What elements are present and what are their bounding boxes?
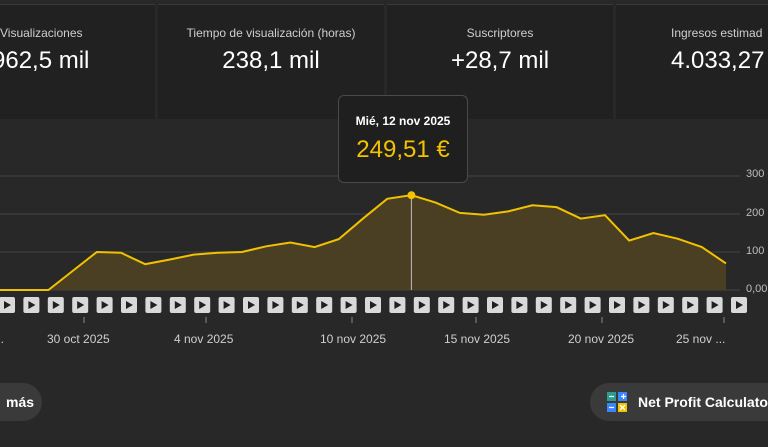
play-icon (248, 301, 255, 309)
video-marker[interactable] (511, 297, 528, 313)
y-tick-label: 0,00 (746, 283, 768, 295)
y-tick-label: 100 (746, 245, 765, 257)
play-icon (321, 301, 329, 309)
play-icon (565, 301, 573, 309)
video-marker[interactable] (218, 297, 235, 313)
video-marker[interactable] (560, 297, 577, 313)
tooltip-date: Mié, 12 nov 2025 (355, 114, 451, 128)
play-icon (638, 301, 646, 309)
x-tick-label: 15 nov 2025 (444, 332, 511, 346)
video-marker[interactable] (121, 297, 137, 313)
play-icon (296, 301, 304, 309)
video-marker[interactable] (0, 297, 15, 313)
play-icon (394, 301, 402, 309)
metric-card-watch-time[interactable]: Tiempo de visualización (horas) 238,1 mi… (158, 4, 384, 119)
x-tick-label: 25 nov ... (676, 332, 726, 346)
calculator-logo-icon (607, 392, 627, 412)
x-tick-label: 30 oct 2025 (47, 332, 110, 346)
video-marker[interactable] (23, 297, 40, 313)
metric-label: Suscriptores (466, 26, 534, 40)
play-icon (126, 301, 133, 309)
play-icon (418, 301, 426, 309)
x-tick-label: 10 nov 2025 (320, 332, 387, 346)
chart-tooltip: Mié, 12 nov 2025 249,51 € (338, 95, 468, 183)
play-icon (345, 301, 353, 309)
play-icon (467, 301, 475, 309)
play-icon (28, 301, 36, 309)
play-icon (711, 301, 719, 309)
y-tick-label: 200 (746, 207, 765, 219)
video-marker[interactable] (413, 297, 430, 313)
x-tick-label: 20 nov 2025 (568, 332, 635, 346)
x-tick-label: ... (0, 332, 5, 346)
video-marker[interactable] (96, 297, 113, 313)
data-point-highlight (407, 191, 416, 200)
area-fill (0, 195, 726, 290)
video-marker[interactable] (291, 297, 308, 313)
play-icon (662, 301, 670, 309)
play-icon (516, 301, 524, 309)
video-marker[interactable] (169, 297, 186, 313)
series-line (0, 194, 727, 291)
play-icon (614, 301, 621, 309)
play-icon (223, 301, 231, 309)
play-icon (736, 301, 743, 309)
video-marker[interactable] (267, 297, 284, 313)
play-icon (540, 301, 548, 309)
play-icon (199, 301, 207, 309)
metrics-row: Visualizaciones 962,5 mil Tiempo de visu… (0, 4, 768, 119)
play-icon (589, 301, 597, 309)
more-button[interactable]: más (0, 383, 42, 421)
metric-value: +28,7 mil (450, 47, 550, 74)
x-tick-label: 4 nov 2025 (174, 332, 234, 346)
video-marker[interactable] (316, 297, 333, 313)
video-marker[interactable] (243, 297, 259, 313)
metric-value: 238,1 mil (222, 47, 320, 74)
video-marker[interactable] (731, 297, 747, 313)
video-marker[interactable] (535, 297, 552, 313)
metric-card-views[interactable]: Visualizaciones 962,5 mil (0, 4, 155, 119)
video-marker[interactable] (487, 297, 503, 313)
video-marker[interactable] (682, 297, 699, 313)
play-icon (443, 301, 451, 309)
net-profit-calculator-button[interactable]: Net Profit Calculator (590, 383, 768, 421)
play-icon (52, 301, 60, 309)
metric-value: 4.033,27 (671, 47, 765, 74)
video-marker[interactable] (365, 297, 381, 313)
video-marker[interactable] (462, 297, 479, 313)
more-button-label: más (6, 394, 35, 410)
play-icon (150, 301, 158, 309)
video-marker[interactable] (706, 297, 723, 313)
video-marker[interactable] (47, 297, 64, 313)
play-icon (101, 301, 109, 309)
video-marker[interactable] (145, 297, 162, 313)
video-marker[interactable] (657, 297, 674, 313)
video-marker[interactable] (340, 297, 357, 313)
play-icon (687, 301, 695, 309)
video-marker[interactable] (633, 297, 650, 313)
video-marker[interactable] (194, 297, 211, 313)
play-icon (492, 301, 499, 309)
y-tick-label: 300 (746, 168, 765, 180)
metric-label: Ingresos estimad (671, 26, 763, 40)
video-marker[interactable] (389, 297, 406, 313)
net-profit-calculator-label: Net Profit Calculator (638, 394, 768, 410)
metric-label: Tiempo de visualización (horas) (186, 26, 356, 40)
play-icon (272, 301, 280, 309)
video-marker[interactable] (584, 297, 601, 313)
play-icon (4, 301, 11, 309)
metric-label: Visualizaciones (0, 26, 83, 40)
play-icon (370, 301, 377, 309)
play-icon (77, 301, 85, 309)
play-icon (174, 301, 182, 309)
video-marker[interactable] (72, 297, 89, 313)
video-marker[interactable] (609, 297, 625, 313)
metric-value: 962,5 mil (0, 47, 90, 74)
video-marker[interactable] (438, 297, 455, 313)
metric-card-revenue[interactable]: Ingresos estimad 4.033,27 (616, 4, 768, 119)
tooltip-value: 249,51 € (356, 136, 450, 163)
